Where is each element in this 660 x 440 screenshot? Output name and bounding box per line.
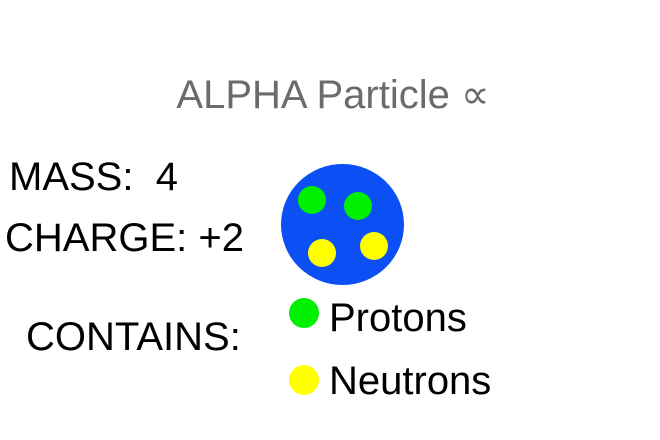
- diagram-title: ALPHA Particle ∝: [176, 73, 490, 117]
- mass-label: MASS: 4: [9, 155, 178, 199]
- proton-legend-dot: [289, 298, 319, 328]
- charge-label: CHARGE: +2: [5, 216, 244, 260]
- proton-1: [298, 186, 326, 214]
- alpha-nucleus: [281, 164, 404, 285]
- legend-label-protons: Protons: [329, 296, 467, 340]
- proton-2: [344, 192, 372, 220]
- legend-label-neutrons: Neutrons: [329, 359, 492, 403]
- neutron-1: [308, 239, 336, 267]
- nucleus-body: [281, 164, 404, 285]
- neutron-2: [360, 232, 388, 260]
- neutron-legend-dot: [289, 365, 319, 395]
- contains-label: CONTAINS:: [26, 315, 241, 359]
